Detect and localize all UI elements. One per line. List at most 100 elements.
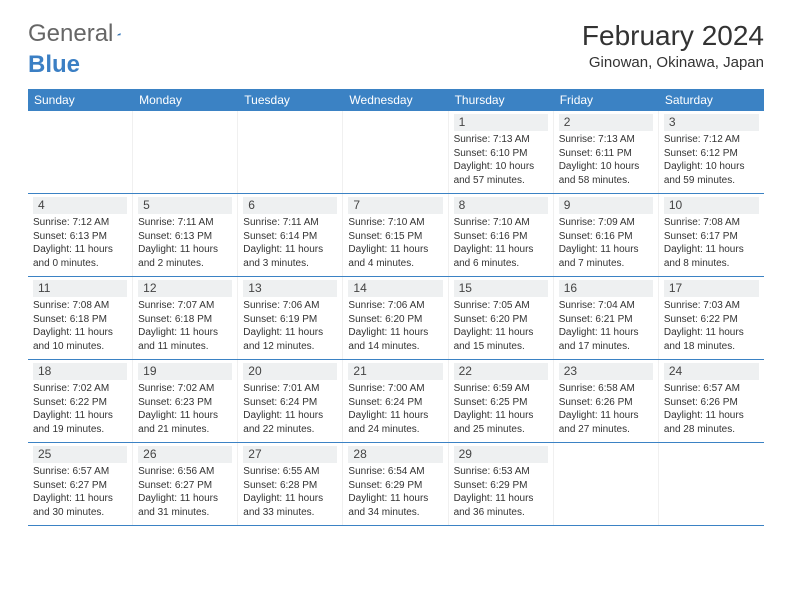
day-header-row: SundayMondayTuesdayWednesdayThursdayFrid… [28,89,764,111]
day-cell: 11Sunrise: 7:08 AMSunset: 6:18 PMDayligh… [28,277,133,359]
day-line-sunrise: Sunrise: 6:59 AM [454,382,548,396]
day-header: Thursday [449,89,554,111]
day-number: 7 [348,197,442,214]
day-line-daylight2: and 19 minutes. [33,423,127,437]
day-cell [554,443,659,525]
location-subtitle: Ginowan, Okinawa, Japan [582,54,764,71]
day-cell [343,111,448,193]
day-number [33,114,127,131]
day-cell: 28Sunrise: 6:54 AMSunset: 6:29 PMDayligh… [343,443,448,525]
week-row: 11Sunrise: 7:08 AMSunset: 6:18 PMDayligh… [28,277,764,360]
day-line-daylight2: and 36 minutes. [454,506,548,520]
day-line-daylight1: Daylight: 11 hours [138,243,232,257]
day-body: Sunrise: 7:06 AMSunset: 6:19 PMDaylight:… [243,297,337,353]
day-line-sunrise: Sunrise: 7:06 AM [348,299,442,313]
day-number: 12 [138,280,232,297]
day-line-daylight1: Daylight: 11 hours [559,326,653,340]
day-line-daylight1: Daylight: 11 hours [243,409,337,423]
day-number: 3 [664,114,759,131]
day-line-daylight1: Daylight: 11 hours [243,243,337,257]
day-header: Sunday [28,89,133,111]
day-cell: 20Sunrise: 7:01 AMSunset: 6:24 PMDayligh… [238,360,343,442]
weeks-container: 1 Sunrise: 7:13 AMSunset: 6:10 PM Daylight… [28,111,764,526]
day-cell: 10Sunrise: 7:08 AMSunset: 6:17 PMDayligh… [659,194,764,276]
day-line-sunset: Sunset: 6:13 PM [138,230,232,244]
day-line-sunset: Sunset: 6:25 PM [454,396,548,410]
day-body: Sunrise: 7:11 AMSunset: 6:14 PMDaylight:… [243,214,337,270]
day-line-sunset: Sunset: 6:20 PM [454,313,548,327]
title-block: February 2024 Ginowan, Okinawa, Japan [582,20,764,71]
day-line-sunset: Sunset: 6:24 PM [348,396,442,410]
day-number: 19 [138,363,232,380]
day-header: Wednesday [343,89,448,111]
day-line-sunrise: Sunrise: 7:13 AM [454,133,548,147]
logo: General [28,20,141,48]
day-number: 4 [33,197,127,214]
logo-text-2: Blue [28,51,80,79]
day-number: 8 [454,197,548,214]
day-line-sunrise: Sunrise: 7:10 AM [454,216,548,230]
day-body: Sunrise: 7:10 AMSunset: 6:16 PMDaylight:… [454,214,548,270]
day-cell [28,111,133,193]
day-number: 18 [33,363,127,380]
day-cell: 7Sunrise: 7:10 AMSunset: 6:15 PMDaylight… [343,194,448,276]
day-cell: 1Sunrise: 7:13 AMSunset: 6:10 PMDaylight… [449,111,554,193]
day-line-sunset: Sunset: 6:26 PM [559,396,653,410]
day-line-daylight1: Daylight: 11 hours [348,326,442,340]
day-line-sunset: Sunset: 6:18 PM [138,313,232,327]
day-line-sunset: Sunset: 6:28 PM [243,479,337,493]
day-line-daylight2: and 58 minutes. [559,174,653,188]
day-cell: 22Sunrise: 6:59 AMSunset: 6:25 PMDayligh… [449,360,554,442]
day-number: 17 [664,280,759,297]
day-line-daylight2: and 4 minutes. [348,257,442,271]
day-number: 21 [348,363,442,380]
day-cell: 15Sunrise: 7:05 AMSunset: 6:20 PMDayligh… [449,277,554,359]
day-body: Sunrise: 7:00 AMSunset: 6:24 PMDaylight:… [348,380,442,436]
day-body: Sunrise: 7:11 AMSunset: 6:13 PMDaylight:… [138,214,232,270]
day-line-sunset: Sunset: 6:27 PM [33,479,127,493]
day-line-sunrise: Sunrise: 7:09 AM [559,216,653,230]
day-line-daylight1: Daylight: 11 hours [454,243,548,257]
day-line-sunset: Sunset: 6:29 PM [454,479,548,493]
day-cell: 3Sunrise: 7:12 AMSunset: 6:12 PMDaylight… [659,111,764,193]
day-line-daylight2: and 14 minutes. [348,340,442,354]
day-line-sunset: Sunset: 6:17 PM [664,230,759,244]
day-line-sunrise: Sunrise: 7:05 AM [454,299,548,313]
day-number [559,446,653,463]
day-cell: 14Sunrise: 7:06 AMSunset: 6:20 PMDayligh… [343,277,448,359]
day-cell: 6Sunrise: 7:11 AMSunset: 6:14 PMDaylight… [238,194,343,276]
day-line-daylight2: and 8 minutes. [664,257,759,271]
day-line-daylight2: and 59 minutes. [664,174,759,188]
day-line-sunset: Sunset: 6:27 PM [138,479,232,493]
day-line-daylight1: Daylight: 11 hours [138,492,232,506]
day-line-sunset: Sunset: 6:11 PM [559,147,653,161]
day-line-sunrise: Sunrise: 6:57 AM [33,465,127,479]
day-line-sunset: Sunset: 6:26 PM [664,396,759,410]
day-line-sunset: Sunset: 6:22 PM [664,313,759,327]
day-line-daylight1: Daylight: 11 hours [559,409,653,423]
day-number: 1 [454,114,548,131]
day-line-sunset: Sunset: 6:10 PM [454,147,548,161]
day-line-sunrise: Sunrise: 7:12 AM [664,133,759,147]
day-number: 22 [454,363,548,380]
day-cell: 24Sunrise: 6:57 AMSunset: 6:26 PMDayligh… [659,360,764,442]
day-line-daylight1: Daylight: 11 hours [664,326,759,340]
day-number: 29 [454,446,548,463]
day-line-daylight1: Daylight: 11 hours [33,243,127,257]
day-body: Sunrise: 7:02 AMSunset: 6:23 PMDaylight:… [138,380,232,436]
day-line-daylight2: and 30 minutes. [33,506,127,520]
day-number: 2 [559,114,653,131]
day-line-daylight1: Daylight: 11 hours [33,492,127,506]
day-number: 13 [243,280,337,297]
day-body: Sunrise: 6:54 AMSunset: 6:29 PMDaylight:… [348,463,442,519]
day-line-daylight2: and 7 minutes. [559,257,653,271]
day-line-daylight2: and 2 minutes. [138,257,232,271]
logo-triangle-icon [117,26,121,42]
day-line-daylight2: and 24 minutes. [348,423,442,437]
day-cell: 17Sunrise: 7:03 AMSunset: 6:22 PMDayligh… [659,277,764,359]
day-line-daylight2: and 15 minutes. [454,340,548,354]
day-line-sunrise: Sunrise: 6:54 AM [348,465,442,479]
day-line-daylight2: and 34 minutes. [348,506,442,520]
day-number: 23 [559,363,653,380]
day-cell: 27Sunrise: 6:55 AMSunset: 6:28 PMDayligh… [238,443,343,525]
